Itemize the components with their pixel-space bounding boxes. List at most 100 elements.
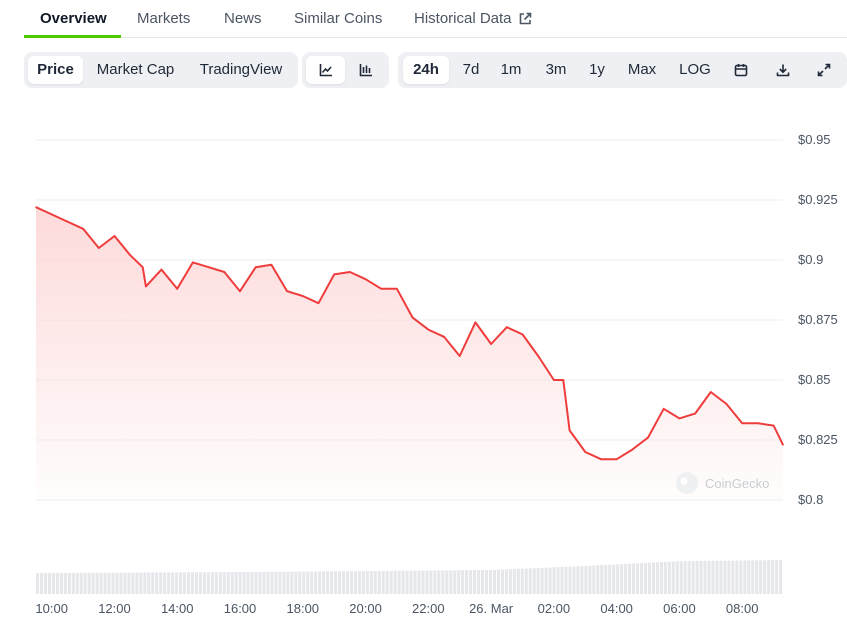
volume-bar — [469, 570, 473, 594]
volume-bar — [739, 560, 743, 594]
y-tick-label: $0.9 — [798, 252, 823, 267]
y-tick-label: $0.8 — [798, 492, 823, 507]
x-tick-label: 22:00 — [412, 601, 445, 616]
volume-bar — [206, 572, 210, 594]
tab-similar-coins[interactable]: Similar Coins — [294, 10, 382, 27]
tab-markets[interactable]: Markets — [137, 10, 190, 27]
range-7d-button[interactable]: 7d — [462, 61, 480, 78]
volume-bar — [548, 567, 552, 594]
range-max-button[interactable]: Max — [627, 61, 657, 78]
price-point — [505, 326, 508, 328]
volume-bar — [596, 565, 600, 594]
volume-bar — [453, 570, 457, 594]
volume-bar — [139, 572, 143, 594]
volume-bar — [433, 570, 437, 594]
volume-bar — [36, 573, 40, 594]
volume-bar — [409, 570, 413, 594]
volume-bar — [274, 571, 278, 594]
price-point — [647, 436, 649, 439]
price-button[interactable]: Price — [28, 56, 83, 84]
range-1m-button[interactable]: 1m — [500, 61, 522, 78]
volume-bar — [67, 573, 71, 594]
volume-bar — [95, 572, 99, 594]
price-point — [396, 288, 398, 290]
volume-bar — [55, 573, 59, 594]
tab-overview[interactable]: Overview — [40, 10, 107, 27]
download-icon — [776, 64, 790, 77]
volume-bar — [115, 572, 119, 594]
log-scale-button[interactable]: LOG — [679, 61, 711, 78]
range-1y-button[interactable]: 1y — [589, 61, 605, 78]
price-point — [239, 290, 241, 292]
volume-bar — [397, 570, 401, 594]
volume-bar — [234, 572, 238, 594]
range-24h-button[interactable]: 24h — [403, 56, 449, 84]
volume-bar — [723, 560, 727, 594]
tab-historical-data[interactable]: Historical Data — [414, 10, 532, 27]
volume-bar — [659, 562, 663, 594]
volume-bar — [635, 563, 640, 594]
line-chart-button[interactable] — [306, 56, 345, 84]
market-cap-button[interactable]: Market Cap — [96, 61, 175, 78]
volume-bar — [258, 571, 262, 594]
volume-bar — [556, 567, 560, 594]
fullscreen-button[interactable] — [808, 56, 840, 84]
volume-bar — [190, 572, 195, 594]
price-point — [584, 451, 587, 453]
volume-bar — [51, 573, 55, 594]
price-point — [301, 295, 304, 297]
volume-bar — [560, 566, 564, 594]
range-3m-button[interactable]: 3m — [545, 61, 567, 78]
volume-bar — [751, 560, 755, 594]
price-area-fill — [36, 207, 783, 500]
volume-bar — [381, 570, 385, 594]
volume-bar — [163, 572, 167, 594]
price-point — [694, 412, 696, 415]
volume-bar — [532, 568, 536, 594]
volume-bar — [616, 564, 620, 594]
price-point — [782, 444, 784, 446]
volume-bar — [286, 571, 290, 594]
volume-bar — [79, 572, 83, 594]
download-button[interactable] — [767, 56, 799, 84]
price-point — [537, 355, 539, 357]
volume-bar — [361, 571, 365, 594]
volume-bar — [580, 566, 584, 594]
volume-bar — [83, 572, 87, 594]
volume-bar — [544, 567, 548, 594]
volume-bar — [314, 571, 318, 594]
volume-bar — [492, 569, 497, 594]
price-point — [349, 271, 351, 273]
volume-bar — [465, 570, 469, 594]
volume-bar — [242, 571, 246, 594]
volume-bar — [218, 572, 222, 594]
line-chart-icon — [319, 64, 332, 77]
volume-bar — [695, 560, 699, 594]
volume-bar — [91, 572, 95, 594]
candlestick-chart-button[interactable] — [347, 56, 385, 84]
volume-bar — [59, 573, 63, 594]
volume-bar — [318, 571, 322, 594]
volume-bar — [572, 566, 576, 594]
volume-bar — [377, 570, 381, 594]
volume-bar — [592, 565, 596, 594]
volume-bar — [477, 570, 481, 594]
price-point — [35, 206, 37, 208]
price-point — [129, 254, 131, 256]
price-point — [66, 220, 69, 223]
volume-bar — [357, 571, 361, 594]
volume-bar — [194, 572, 199, 594]
volume-bar — [655, 562, 659, 594]
volume-bars — [36, 560, 783, 594]
volume-bar — [473, 570, 477, 594]
tradingview-button[interactable]: TradingView — [199, 61, 283, 78]
volume-bar — [302, 571, 306, 594]
price-point — [380, 288, 383, 290]
tab-news[interactable]: News — [224, 10, 262, 27]
calendar-icon — [734, 64, 748, 77]
volume-bar — [624, 563, 628, 594]
volume-bar — [270, 571, 274, 594]
x-tick-label: 04:00 — [600, 601, 633, 616]
price-point — [553, 379, 555, 381]
calendar-button[interactable] — [725, 56, 757, 84]
